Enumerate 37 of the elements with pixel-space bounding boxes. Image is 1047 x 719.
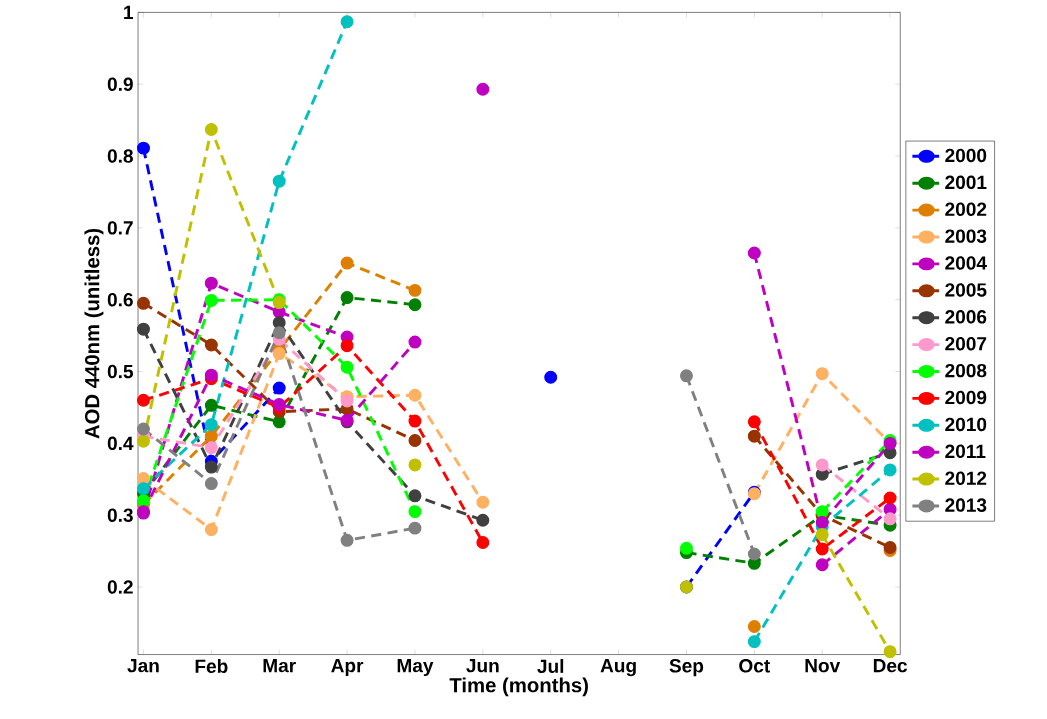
y-tick-label: 0.3 <box>107 508 133 522</box>
x-tick-label: Feb <box>195 658 228 673</box>
x-tick-label: May <box>397 658 434 676</box>
legend-label: 2009 <box>945 390 987 405</box>
legend-label: 2003 <box>945 229 987 243</box>
y-tick-label: 0.9 <box>107 77 133 91</box>
legend-label: 2010 <box>945 417 987 431</box>
legend-label: 2005 <box>945 283 987 297</box>
x-tick-label: Jul <box>537 658 564 673</box>
x-tick-label: Apr <box>331 658 364 676</box>
y-tick-label: 0.4 <box>107 436 134 450</box>
y-tick-label: 0.8 <box>107 149 133 163</box>
legend-label: 2007 <box>945 336 987 351</box>
y-axis-title: AOD 440nm (unitless) <box>84 228 104 439</box>
legend-label: 2001 <box>945 175 987 189</box>
legend-label: 2008 <box>945 363 987 378</box>
legend-label: 2006 <box>945 309 987 324</box>
legend-label: 2002 <box>945 202 987 216</box>
legend-label: 2011 <box>945 444 986 458</box>
y-tick-label: 0.7 <box>107 220 133 235</box>
x-tick-label: Aug <box>600 658 636 677</box>
x-tick-label: Mar <box>263 658 296 673</box>
y-tick-label: 0.6 <box>107 292 133 307</box>
y-tick-label: 0.5 <box>107 364 134 379</box>
legend-label: 2004 <box>945 256 987 270</box>
x-tick-label: Jun <box>466 658 499 673</box>
x-tick-label: Jan <box>127 658 159 673</box>
y-tick-label: 1 <box>124 5 134 19</box>
x-tick-label: Nov <box>805 658 841 673</box>
x-tick-label: Sep <box>669 658 704 677</box>
x-axis-title: Time (months) <box>449 677 588 697</box>
y-tick-label: 0.2 <box>107 580 133 594</box>
legend-label: 2000 <box>945 148 987 163</box>
legend-label: 2013 <box>945 498 987 512</box>
x-tick-label: Oct <box>739 658 770 673</box>
legend-label: 2012 <box>945 471 987 485</box>
x-tick-label: Dec <box>873 658 907 673</box>
